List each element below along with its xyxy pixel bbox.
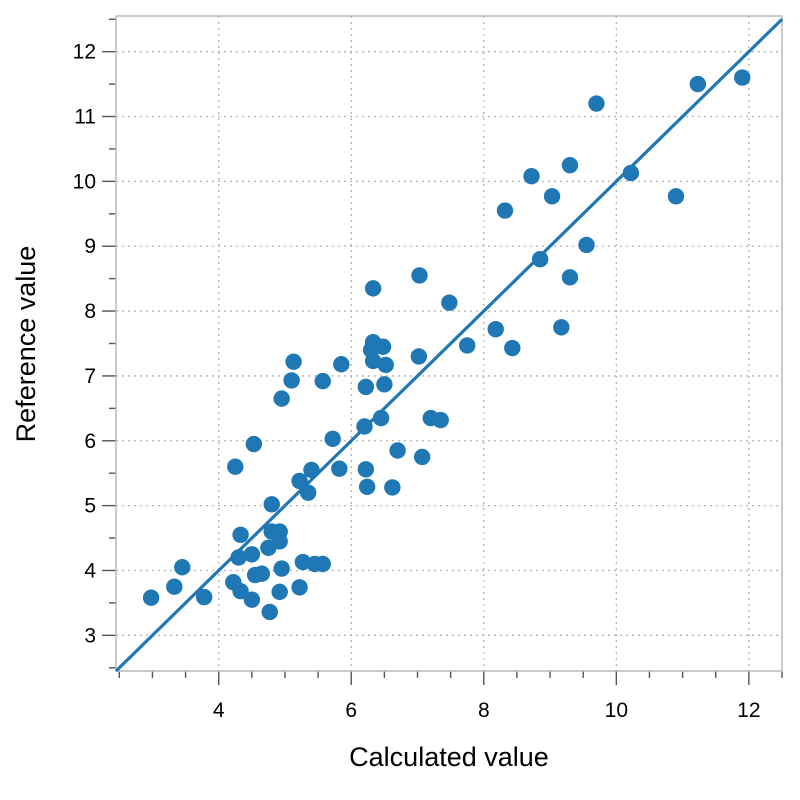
scatter-point bbox=[364, 280, 382, 297]
scatter-point bbox=[283, 372, 300, 389]
scatter-point bbox=[384, 479, 401, 496]
scatter-point bbox=[432, 411, 449, 429]
y-tick-label: 11 bbox=[74, 106, 96, 129]
scatter-point bbox=[232, 583, 249, 600]
scatter-point bbox=[227, 458, 244, 475]
scatter-point bbox=[689, 75, 707, 93]
scatter-point bbox=[245, 435, 263, 453]
scatter-point bbox=[356, 418, 373, 435]
x-axis-title: Calculated value bbox=[349, 742, 549, 772]
scatter-point bbox=[543, 188, 561, 205]
reference-line-layer bbox=[114, 18, 784, 673]
y-tick-label: 7 bbox=[84, 365, 96, 388]
x-tick-label: 12 bbox=[737, 699, 760, 722]
y-tick-label: 5 bbox=[84, 495, 96, 518]
scatter-point bbox=[523, 167, 540, 185]
scatter-point bbox=[496, 202, 514, 219]
scatter-point bbox=[273, 390, 290, 407]
grid-lines bbox=[116, 16, 782, 671]
scatter-point bbox=[253, 565, 270, 582]
scatter-point bbox=[261, 603, 278, 621]
scatter-point bbox=[299, 484, 317, 501]
scatter-point bbox=[285, 353, 302, 370]
scatter-point bbox=[578, 236, 595, 254]
scatter-point bbox=[441, 294, 458, 311]
scatter-point bbox=[314, 555, 331, 573]
y-tick-label: 3 bbox=[84, 624, 96, 647]
scatter-point bbox=[331, 460, 348, 477]
scatter-point bbox=[357, 378, 375, 396]
scatter-point bbox=[588, 95, 605, 112]
x-tick-label: 10 bbox=[605, 699, 628, 722]
scatter-point bbox=[291, 472, 308, 490]
scatter-point bbox=[667, 188, 685, 205]
data-points bbox=[142, 69, 751, 621]
scatter-point bbox=[166, 578, 183, 595]
reference-line bbox=[114, 18, 784, 673]
scatter-point bbox=[195, 588, 213, 606]
x-tick-label: 4 bbox=[213, 699, 225, 722]
scatter-point bbox=[411, 267, 428, 284]
y-axis-title: Reference value bbox=[11, 246, 41, 443]
scatter-point bbox=[376, 376, 393, 393]
scatter-point bbox=[232, 526, 249, 544]
x-tick-label: 8 bbox=[478, 699, 490, 722]
scatter-point bbox=[504, 339, 521, 357]
scatter-point bbox=[273, 560, 290, 577]
scatter-point bbox=[531, 250, 549, 268]
tick-labels: 4 6 8 10 12 3 4 5 6 7 8 9 10 11 12 bbox=[73, 41, 761, 722]
scatter-point bbox=[358, 478, 376, 496]
scatter-point bbox=[413, 448, 431, 466]
x-tick-label: 6 bbox=[345, 699, 357, 722]
scatter-point bbox=[372, 409, 390, 427]
scatter-point bbox=[561, 269, 579, 286]
y-tick-label: 9 bbox=[84, 235, 96, 258]
y-tick-label: 4 bbox=[84, 559, 96, 582]
scatter-point bbox=[561, 156, 579, 174]
scatter-point bbox=[333, 356, 350, 373]
scatter-point bbox=[364, 352, 382, 370]
axis-ticks bbox=[102, 18, 783, 685]
scatter-point bbox=[734, 69, 751, 86]
scatter-point bbox=[459, 337, 476, 354]
y-tick-label: 6 bbox=[84, 430, 96, 453]
y-tick-label: 10 bbox=[73, 170, 96, 193]
scatter-point bbox=[303, 461, 320, 479]
scatter-point bbox=[410, 348, 428, 365]
scatter-point bbox=[374, 338, 392, 355]
y-tick-label: 8 bbox=[84, 300, 96, 323]
scatter-point bbox=[553, 319, 570, 336]
scatter-point bbox=[291, 579, 308, 596]
scatter-point bbox=[622, 164, 640, 182]
scatter-point bbox=[357, 461, 375, 478]
scatter-point bbox=[324, 430, 341, 448]
y-tick-label: 12 bbox=[73, 41, 96, 64]
scatter-point bbox=[389, 442, 406, 459]
scatter-point bbox=[263, 496, 280, 513]
scatter-point bbox=[487, 321, 504, 338]
scatter-point bbox=[230, 549, 247, 566]
scatter-point bbox=[271, 533, 288, 550]
scatter-point bbox=[142, 589, 160, 606]
scatter-point bbox=[243, 546, 261, 563]
scatter-point bbox=[271, 583, 288, 601]
scatter-point bbox=[377, 356, 394, 374]
scatter-point bbox=[174, 559, 191, 576]
scatter-point bbox=[243, 591, 261, 608]
scatter-point bbox=[314, 372, 331, 390]
plot-frame bbox=[115, 15, 783, 672]
